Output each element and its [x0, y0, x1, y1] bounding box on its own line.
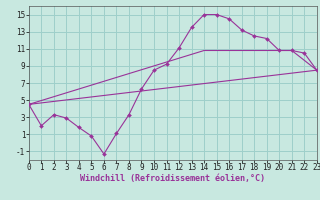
X-axis label: Windchill (Refroidissement éolien,°C): Windchill (Refroidissement éolien,°C) [80, 174, 265, 183]
